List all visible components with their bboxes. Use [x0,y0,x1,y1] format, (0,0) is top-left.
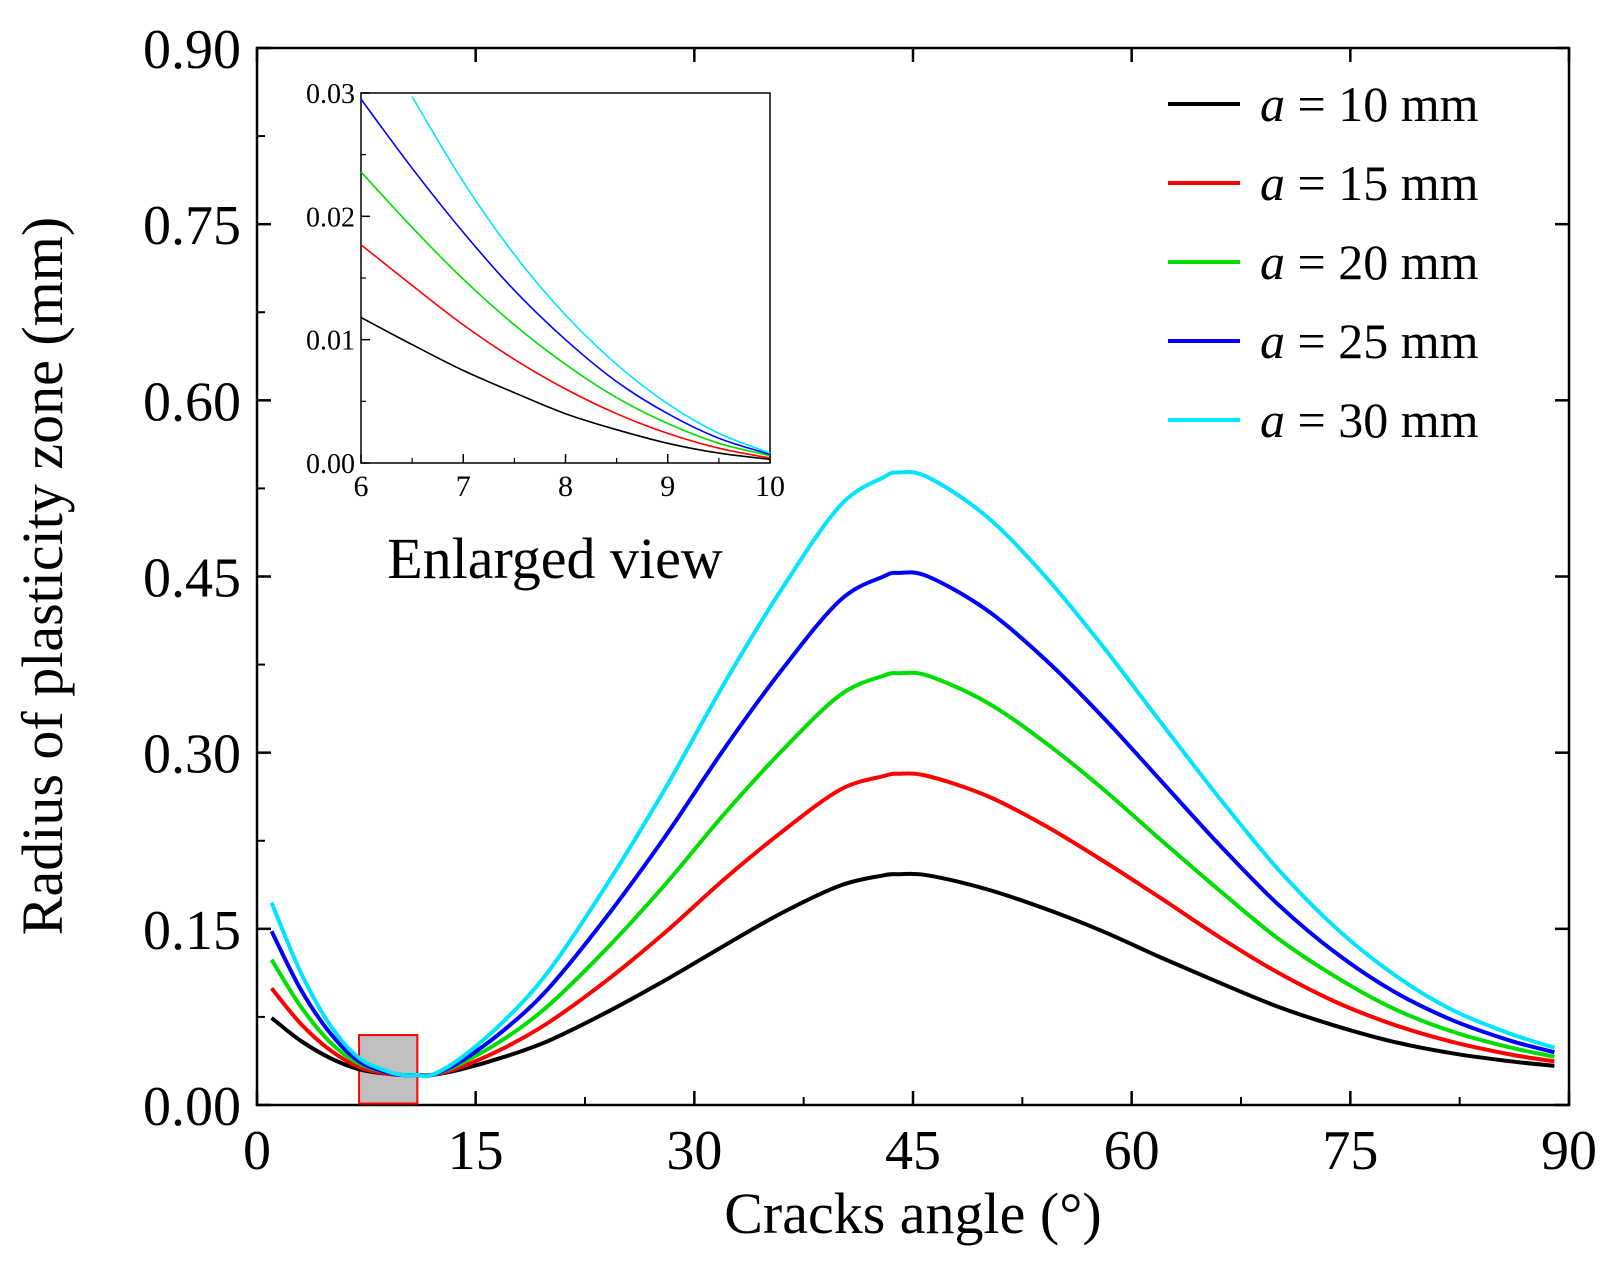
inset-x-axis-title: Enlarged view [387,526,723,591]
inset-series-line-4 [360,98,771,456]
inset-x-tick-label: 9 [660,470,675,503]
y-tick-label: 0.75 [143,195,241,257]
legend-label-5: a = 30 mm [1260,392,1479,448]
x-tick-label: 30 [666,1120,722,1182]
inset-series-line-5 [411,96,771,454]
inset-x-tick-label: 10 [755,470,785,503]
y-tick-label: 0.30 [143,724,241,786]
inset-y-tick-label: 0.01 [306,326,355,357]
x-tick-label: 75 [1322,1120,1378,1182]
x-tick-label: 45 [885,1120,941,1182]
inset-x-tick-label: 7 [456,470,471,503]
x-axis-title: Cracks angle (°) [724,1181,1101,1246]
y-tick-label: 0.90 [143,19,241,81]
x-tick-label: 15 [448,1120,504,1182]
y-axis-title: Radius of plasticity zone (mm) [10,217,75,935]
inset-x-tick-label: 6 [354,470,369,503]
x-tick-label: 90 [1541,1120,1597,1182]
y-tick-label: 0.60 [143,371,241,433]
legend-label-3: a = 20 mm [1260,234,1479,290]
legend-label-1: a = 10 mm [1260,76,1479,132]
inset-series-line-3 [360,171,771,457]
inset-y-tick-label: 0.00 [306,449,355,480]
x-tick-label: 60 [1104,1120,1160,1182]
inset-y-tick-label: 0.02 [306,202,355,233]
legend-label-2: a = 15 mm [1260,155,1479,211]
main-series [269,470,1556,1079]
inset-y-tick-label: 0.03 [306,79,355,110]
inset-series-line-1 [360,316,771,461]
y-tick-label: 0.45 [143,548,241,610]
legend-label-4: a = 25 mm [1260,313,1479,369]
y-tick-label: 0.00 [143,1076,241,1138]
y-tick-label: 0.15 [143,900,241,962]
inset-series-line-2 [360,244,771,459]
inset-ticks: 6 7 8 9 10 0.00 0.01 0.02 0.03 [306,79,785,503]
inset-series [360,96,771,461]
x-tick-label: 0 [243,1120,271,1182]
main-ticks: 0 15 30 45 60 75 90 0.00 0.15 0.30 0.45 0.60 0.75 0.9… [143,19,1597,1182]
inset-x-tick-label: 8 [558,470,573,503]
series-line-5 [269,470,1556,1079]
legend: a = 10 mm a = 15 mm a = 20 mm a = 25 mm a = … [1168,76,1479,448]
